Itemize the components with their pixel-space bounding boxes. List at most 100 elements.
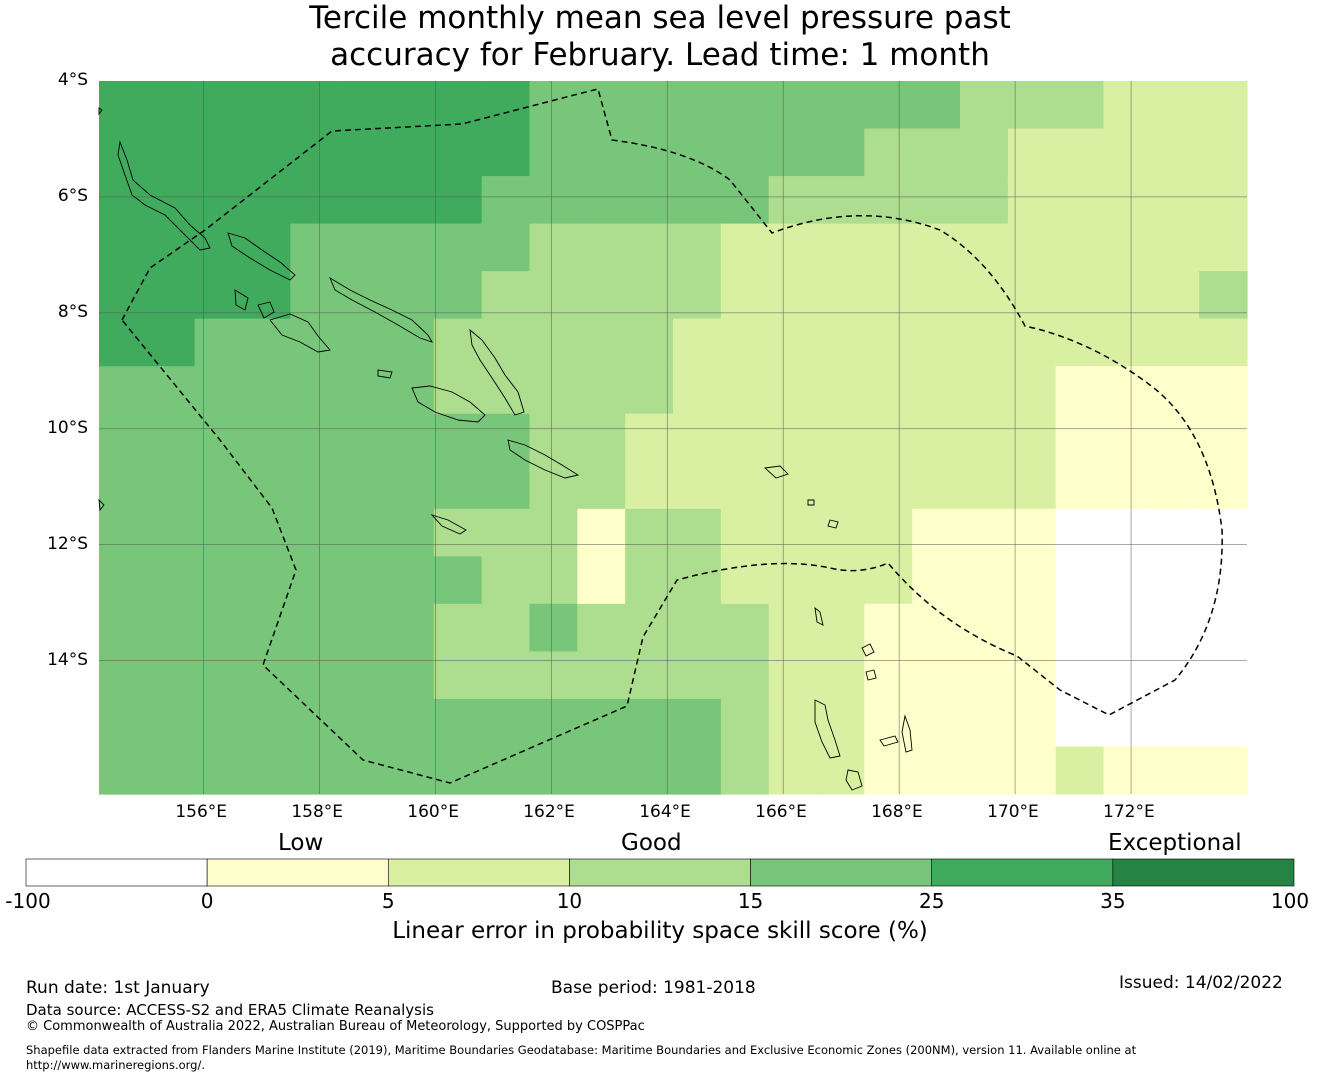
grid-cell	[99, 271, 148, 320]
colorbar-title: Linear error in probability space skill …	[392, 918, 928, 944]
grid-cell	[625, 746, 674, 795]
grid-cell	[768, 81, 818, 130]
grid-cell	[577, 223, 626, 272]
grid-cell	[194, 461, 244, 510]
grid-cell	[481, 461, 531, 510]
grid-cell	[1007, 461, 1057, 510]
grid-cell	[194, 556, 244, 605]
grid-cell	[1007, 271, 1057, 320]
grid-cell	[673, 603, 722, 652]
grid-cell	[338, 223, 387, 272]
grid-cell	[529, 176, 578, 225]
grid-cell	[864, 461, 913, 510]
grid-cell	[1055, 176, 1105, 225]
grid-cell	[1151, 81, 1200, 130]
island-torres	[814, 606, 824, 626]
grid-cell	[481, 413, 531, 462]
grid-cell	[864, 223, 913, 272]
grid-cell	[1103, 461, 1152, 510]
grid-cell	[768, 271, 818, 320]
grid-cell	[290, 271, 339, 320]
grid-cell	[960, 603, 1009, 652]
chart-title: Tercile monthly mean sea level pressure …	[0, 0, 1320, 74]
lon-label: 168°E	[871, 802, 923, 822]
skill-map	[98, 81, 1248, 795]
grid-cell	[768, 176, 818, 225]
grid-cell	[146, 413, 196, 462]
grid-cell	[99, 461, 148, 510]
grid-cell	[864, 366, 913, 415]
colorbar-segment	[387, 858, 570, 887]
island-espiritu-santo	[814, 699, 841, 759]
grid-cell	[529, 556, 578, 605]
grid-cell	[242, 223, 291, 272]
island-rennell	[430, 514, 467, 535]
grid-cell	[1055, 698, 1105, 748]
grid-cell	[864, 508, 913, 557]
grid-cell	[290, 223, 339, 272]
grid-cell	[481, 81, 531, 130]
grid-cell	[577, 176, 626, 225]
grid-cell	[720, 603, 770, 652]
grid-cell	[1103, 508, 1152, 557]
grid-cell	[433, 318, 483, 367]
grid-cell	[433, 651, 483, 700]
grid-cell	[1151, 746, 1200, 795]
grid-cell	[338, 651, 387, 700]
grid-cell	[481, 651, 531, 700]
grid-cell	[1007, 603, 1057, 652]
island-vanikoro	[827, 519, 839, 529]
grid-cell	[433, 698, 483, 748]
grid-cell	[1103, 81, 1152, 130]
grid-cell	[99, 746, 148, 795]
grid-cell	[1007, 223, 1057, 272]
grid-cell	[577, 366, 626, 415]
grid-cell	[242, 176, 291, 225]
grid-cell	[1151, 271, 1200, 320]
grid-cell	[673, 176, 722, 225]
grid-cell	[1103, 318, 1152, 367]
grid-cell	[720, 318, 770, 367]
grid-cell	[577, 318, 626, 367]
island-guadalcanal	[411, 385, 486, 423]
shapefile-credit-line-1: Shapefile data extracted from Flanders M…	[26, 1043, 1137, 1057]
grid-cell	[386, 461, 435, 510]
grid-cell	[1199, 603, 1248, 652]
grid-cell	[720, 508, 770, 557]
grid-cell	[673, 271, 722, 320]
lat-label: 6°S	[57, 185, 88, 206]
grid-cell	[912, 176, 961, 225]
grid-cell	[960, 223, 1009, 272]
grid-cell	[99, 698, 148, 748]
base-period: Base period: 1981-2018	[551, 978, 756, 998]
grid-cell	[816, 556, 865, 605]
colorbar	[25, 858, 1295, 887]
grid-cell	[673, 651, 722, 700]
grid-cell	[146, 698, 196, 748]
grid-cell	[386, 366, 435, 415]
grid-cell	[673, 366, 722, 415]
grid-cell	[433, 556, 483, 605]
grid-cell	[864, 413, 913, 462]
grid-cell	[146, 176, 196, 225]
grid-cell	[577, 603, 626, 652]
grid-cell	[481, 318, 531, 367]
data-source: Data source: ACCESS-S2 and ERA5 Climate …	[26, 1001, 434, 1019]
grid-cell	[290, 413, 339, 462]
grid-cell	[99, 413, 148, 462]
grid-cell	[673, 556, 722, 605]
grid-cell	[864, 128, 913, 177]
grid-cell	[625, 271, 674, 320]
grid-cell	[386, 746, 435, 795]
grid-cell	[673, 698, 722, 748]
grid-cell	[768, 223, 818, 272]
grid-cell	[529, 651, 578, 700]
grid-cell	[816, 651, 865, 700]
grid-cell	[960, 508, 1009, 557]
grid-cell	[194, 603, 244, 652]
grid-cell	[960, 413, 1009, 462]
colorbar-tick-label: 15	[737, 889, 764, 913]
grid-cell	[386, 651, 435, 700]
grid-cell	[433, 128, 483, 177]
grid-cell	[864, 81, 913, 130]
